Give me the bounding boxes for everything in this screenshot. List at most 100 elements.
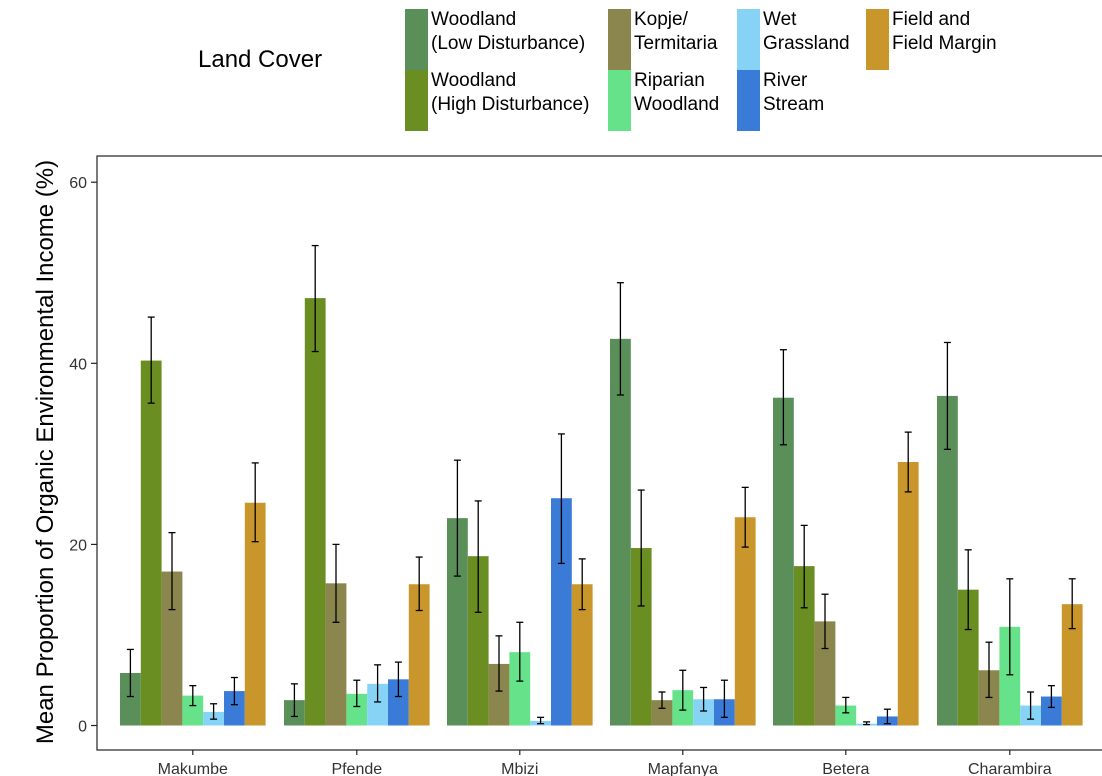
error-bar: [230, 676, 238, 706]
bar: [408, 584, 430, 726]
legend-label: Riparian: [634, 70, 705, 91]
x-tick-label: Charambira: [968, 761, 1052, 776]
legend-swatch: [737, 70, 760, 131]
error-bar: [189, 685, 197, 707]
legend-swatch: [405, 70, 428, 131]
bar: [467, 556, 489, 726]
error-bar: [311, 244, 319, 353]
bar: [957, 589, 979, 726]
bar: [610, 338, 631, 726]
legend-item: River Stream: [737, 70, 824, 131]
legend-item: Kopje/Termitaria: [608, 9, 718, 70]
error-bar: [943, 341, 951, 450]
legend-swatch: [866, 9, 889, 70]
legend-swatch: [608, 70, 631, 131]
bar: [734, 517, 756, 726]
bar: [161, 571, 183, 726]
error-bar: [557, 433, 565, 565]
bar: [509, 652, 531, 726]
legend-label: Woodland: [431, 70, 516, 91]
legend-label: Woodland: [634, 94, 719, 115]
bar: [1061, 604, 1083, 726]
error-bar: [578, 558, 586, 611]
error-bar: [453, 459, 461, 577]
legend-title: Land Cover: [198, 46, 322, 73]
error-bar: [147, 316, 155, 404]
bar: [773, 397, 794, 726]
error-bar: [168, 531, 176, 611]
error-bar: [985, 641, 993, 699]
bar: [488, 663, 510, 726]
error-bar: [516, 621, 524, 682]
legend-label: River: [763, 70, 808, 91]
error-bar: [1068, 578, 1076, 630]
error-bar: [964, 549, 972, 631]
legend-label: Grassland: [763, 33, 850, 54]
bar: [551, 498, 572, 726]
bar: [571, 584, 593, 726]
error-bar: [126, 648, 134, 698]
error-bar: [210, 703, 218, 720]
error-bar: [616, 282, 624, 396]
bar: [793, 566, 815, 726]
legend-label: Wet: [763, 9, 797, 30]
legend-item: Field and Field Margin: [866, 9, 997, 70]
legend: Land Cover Woodland(Low Disturbance)Wood…: [198, 9, 997, 131]
error-bar: [779, 349, 787, 446]
error-bar: [1006, 578, 1014, 676]
error-bar: [474, 500, 482, 613]
x-tick-label: Mbizi: [501, 761, 538, 776]
legend-label: (Low Disturbance): [431, 33, 585, 54]
y-tick-label: 60: [69, 175, 87, 192]
bar: [140, 360, 162, 726]
y-tick-label: 0: [78, 719, 87, 736]
plot-frame: [96, 155, 1102, 751]
error-bar: [883, 708, 891, 725]
error-bar: [251, 462, 259, 543]
legend-label: Termitaria: [634, 33, 718, 54]
legend-label: Kopje/: [634, 9, 689, 30]
bar: [304, 298, 326, 726]
error-bar: [741, 486, 749, 548]
legend-label: (High Disturbance): [431, 94, 589, 115]
error-bar: [863, 721, 871, 726]
bar: [814, 621, 836, 726]
x-tick-label: Mapfanya: [648, 761, 718, 776]
error-bar: [800, 524, 808, 609]
bar: [693, 699, 714, 726]
bar: [182, 695, 204, 726]
legend-item: Woodland (Low Disturbance): [405, 9, 585, 70]
error-bars: [126, 244, 1076, 726]
y-tick-label: 40: [69, 356, 87, 373]
y-axis-title: Mean Proportion of Organic Environmental…: [32, 160, 59, 744]
legend-swatch: [608, 9, 631, 70]
bar: [120, 672, 141, 726]
error-bar: [679, 669, 687, 711]
legend-item: Wet Grassland: [737, 9, 850, 70]
y-tick-label: 20: [69, 537, 87, 554]
bar: [346, 693, 368, 726]
error-bar: [720, 679, 728, 719]
bar: [388, 679, 409, 726]
legend-label: Field and: [892, 9, 970, 30]
error-bar: [842, 696, 850, 714]
y-axis: 0 20 40 60: [69, 175, 97, 736]
error-bar: [700, 686, 708, 712]
bar: [1041, 696, 1062, 726]
bar: [244, 502, 266, 726]
x-tick-label: Betera: [822, 761, 869, 776]
legend-swatch: [405, 9, 428, 70]
bar: [325, 583, 347, 726]
bar: [630, 548, 652, 726]
error-bar: [821, 593, 829, 650]
bar: [651, 700, 673, 726]
x-axis: Makumbe Pfende Mbizi Mapfanya Betera Charambi…: [158, 750, 1052, 776]
error-bar: [394, 661, 402, 698]
error-bar: [332, 543, 340, 623]
error-bar: [353, 679, 361, 708]
bar: [937, 395, 958, 726]
error-bar: [415, 556, 423, 612]
bars: [120, 298, 1083, 726]
legend-label: Stream: [763, 94, 824, 115]
